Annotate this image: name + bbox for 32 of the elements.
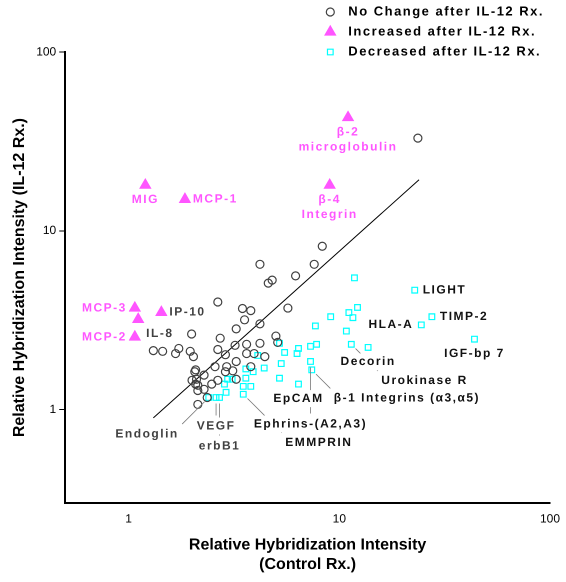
- annotation: MCP-3: [82, 300, 127, 314]
- legend-label: Increased after IL-12 Rx.: [348, 24, 536, 39]
- annotation: IL-8: [146, 326, 174, 340]
- annotation: TIMP-2: [440, 309, 488, 324]
- x-tick-label: 1: [125, 512, 132, 526]
- annotation: LIGHT: [422, 282, 466, 296]
- annotation: erbB1: [198, 438, 240, 452]
- annotation: Decorin: [340, 354, 396, 368]
- annotation: Endoglin: [115, 426, 179, 440]
- annotation: Ephrins-(A2,A3): [254, 416, 368, 430]
- annotation: IP-10: [169, 304, 206, 319]
- y-tick-label: 10: [42, 223, 57, 238]
- annotation: MCP-1: [192, 192, 238, 206]
- legend-label: Decreased after IL-12 Rx.: [348, 44, 542, 59]
- legend-label: No Change after IL-12 Rx.: [348, 4, 544, 19]
- y-axis-title: Relative Hybridization Intensity (IL-12 Rx.): [11, 118, 28, 438]
- y-tick-label: 100: [36, 44, 57, 58]
- annotation: MIG: [132, 192, 159, 206]
- annotation: Urokinase R: [381, 373, 468, 388]
- x-tick-label: 100: [540, 512, 560, 526]
- annotation: β-2 microglobulin: [298, 124, 398, 154]
- y-tick-label: 1: [50, 402, 57, 416]
- annotation: EpCAM: [273, 390, 324, 405]
- x-axis-title: Relative Hybridization Intensity (Control Rx.): [188, 536, 426, 573]
- annotation: MCP-2: [82, 329, 127, 344]
- annotation: EMMPRIN: [285, 435, 352, 450]
- annotation: HLA-A: [368, 317, 414, 332]
- annotation: VEGF: [196, 418, 236, 432]
- annotation: β-4 Integrin: [302, 192, 358, 221]
- annotation: IGF-bp 7: [444, 346, 505, 360]
- x-tick-label: 10: [332, 512, 346, 526]
- annotation: β-1 Integrins (α3,α5): [334, 390, 480, 405]
